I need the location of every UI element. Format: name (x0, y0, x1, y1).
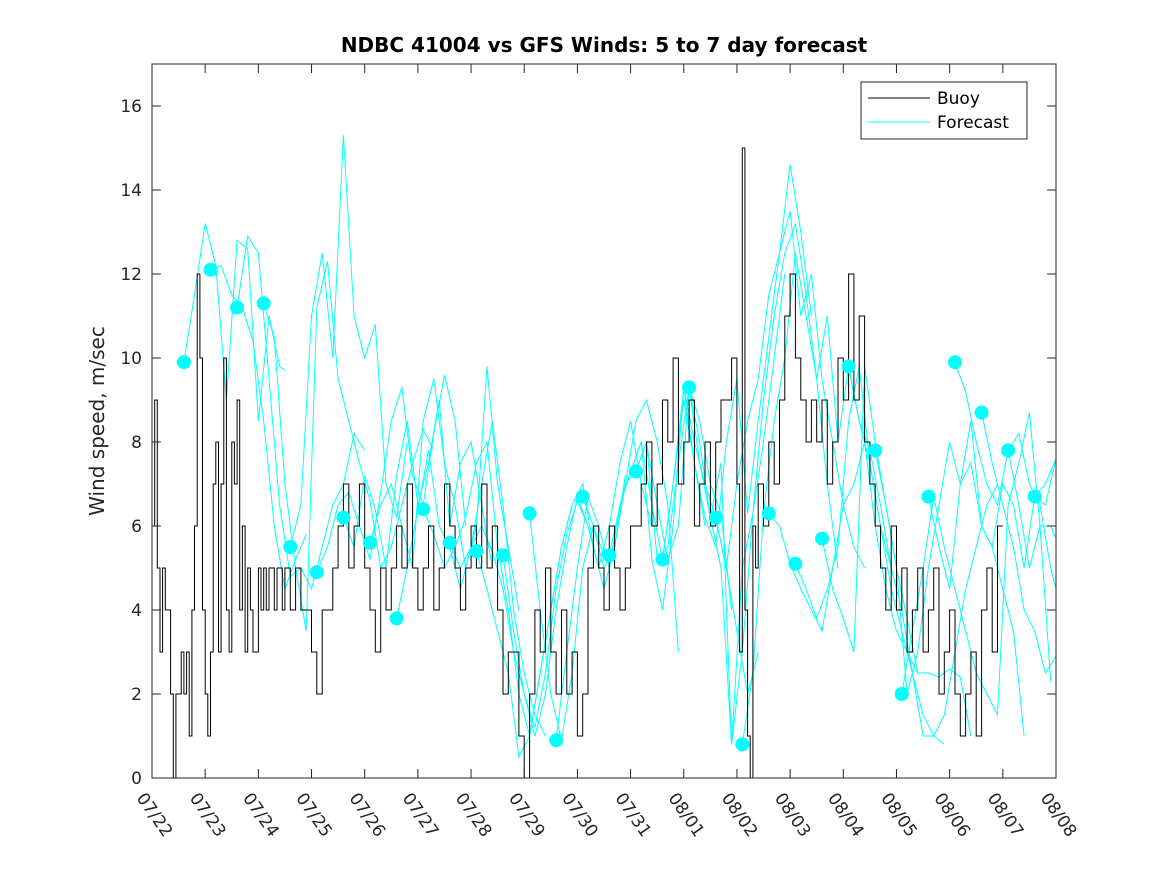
y-tick-label-4: 4 (131, 601, 142, 621)
forecast-line-20 (715, 210, 866, 569)
marker-layer (176, 262, 1042, 752)
forecast-line-7 (369, 366, 520, 611)
forecast-marker-23 (788, 556, 803, 571)
forecast-marker-13 (522, 506, 537, 521)
forecast-marker-4 (283, 540, 298, 554)
forecast-line-5 (316, 374, 467, 573)
plot-frame (151, 63, 1057, 779)
forecast-marker-22 (761, 506, 776, 521)
forecast-marker-8 (389, 611, 404, 626)
forecast-marker-30 (974, 405, 989, 420)
forecast-line-19 (688, 223, 839, 745)
forecast-marker-32 (1027, 489, 1042, 504)
forecast-line-30 (981, 412, 1056, 675)
y-tick-label-8: 8 (131, 433, 142, 453)
forecast-marker-19 (682, 380, 697, 395)
buoy-line (152, 147, 1003, 778)
y-tick-label-12: 12 (120, 265, 142, 285)
y-tick-label-14: 14 (120, 181, 142, 201)
y-axis-label: Wind speed, m/sec (85, 326, 109, 516)
forecast-marker-16 (602, 548, 617, 563)
forecast-marker-2 (230, 300, 245, 315)
forecast-marker-14 (549, 733, 564, 748)
y-tick-label-10: 10 (120, 349, 142, 369)
forecast-marker-10 (442, 535, 457, 550)
forecast-line-21 (741, 252, 892, 745)
legend: Buoy Forecast (860, 81, 1028, 140)
forecast-marker-17 (628, 464, 643, 479)
forecast-line-25 (848, 366, 998, 738)
forecast-marker-18 (655, 552, 670, 567)
legend-box (860, 81, 1028, 140)
forecast-line-4 (289, 135, 408, 548)
forecast-marker-7 (363, 535, 377, 550)
forecast-marker-31 (1001, 443, 1016, 458)
y-tick-label-6: 6 (131, 517, 142, 537)
chart-title: NDBC 41004 vs GFS Winds: 5 to 7 day fore… (341, 33, 868, 57)
forecast-marker-15 (575, 489, 590, 504)
forecast-marker-11 (469, 544, 484, 559)
forecast-line-22 (768, 441, 919, 674)
forecast-line-31 (1007, 450, 1056, 569)
y-tick-label-2: 2 (131, 685, 142, 705)
forecast-marker-6 (336, 510, 351, 525)
legend-forecast-label: Forecast (937, 113, 1009, 133)
legend-buoy-label: Buoy (937, 89, 980, 109)
forecast-marker-26 (868, 443, 883, 458)
forecast-marker-0 (176, 355, 191, 370)
forecast-marker-5 (309, 565, 324, 580)
forecast-marker-25 (841, 359, 856, 374)
forecast-marker-28 (921, 489, 936, 504)
forecast-marker-21 (735, 737, 750, 752)
y-tick-label-0: 0 (131, 769, 142, 789)
forecast-marker-24 (815, 531, 829, 546)
forecast-marker-12 (496, 548, 510, 563)
forecast-marker-9 (416, 502, 431, 517)
forecast-marker-1 (203, 262, 218, 277)
forecast-marker-3 (256, 296, 271, 311)
y-tick-label-16: 16 (120, 97, 142, 117)
forecast-marker-20 (708, 510, 723, 525)
forecast-marker-29 (948, 355, 962, 370)
forecast-marker-27 (894, 687, 909, 701)
